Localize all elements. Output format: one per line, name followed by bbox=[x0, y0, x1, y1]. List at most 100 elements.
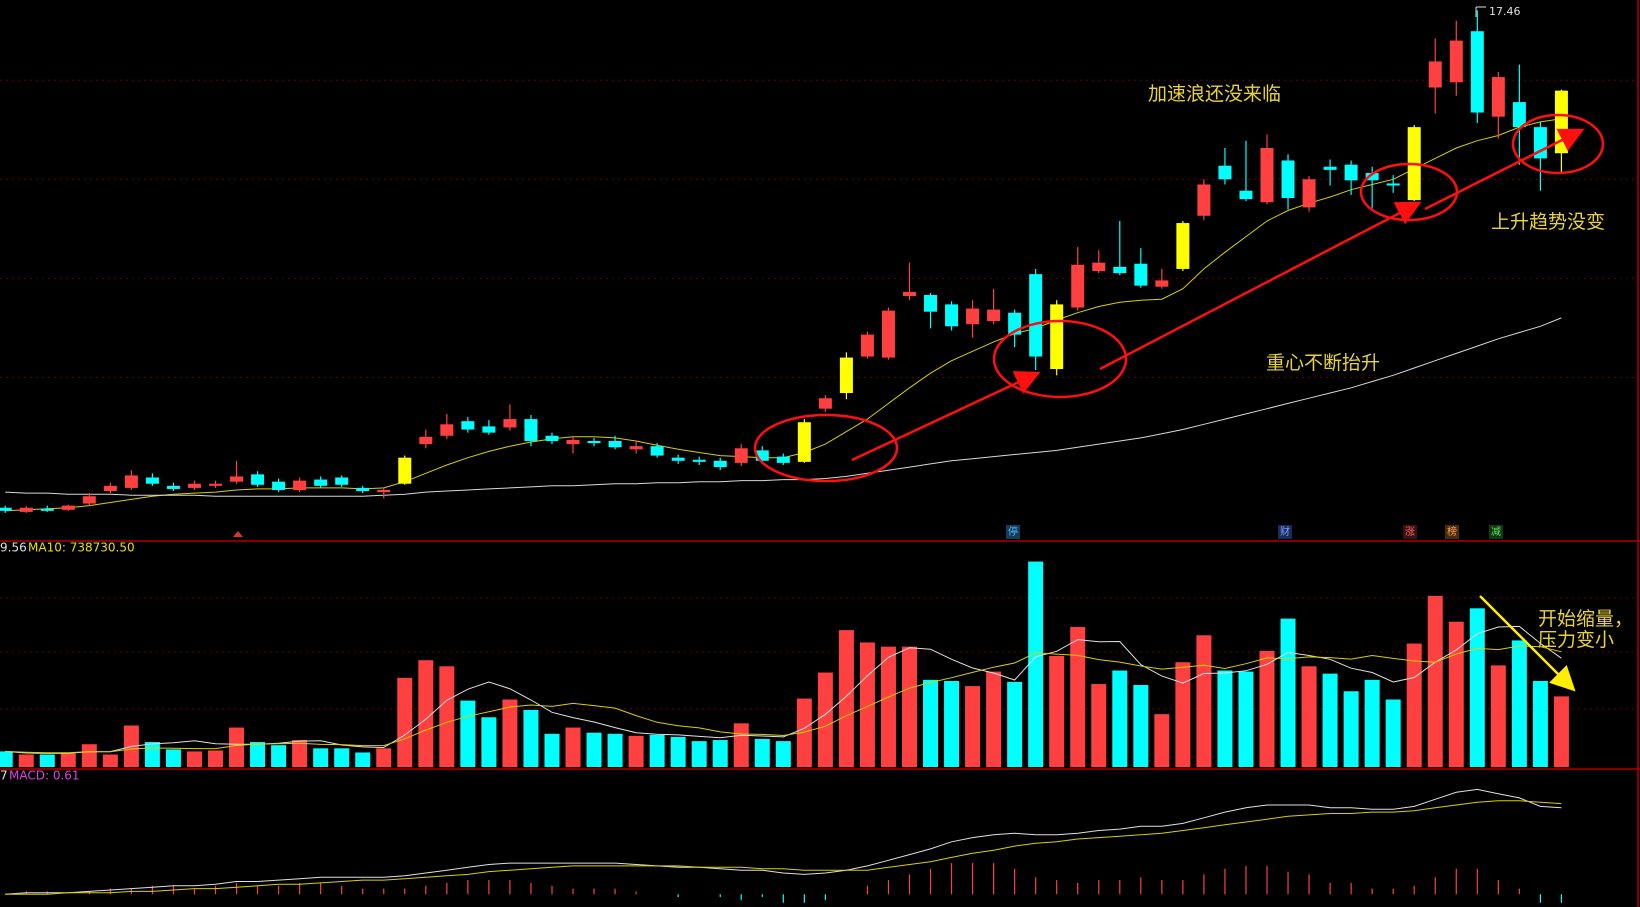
volume-bar bbox=[1385, 699, 1401, 767]
candle-body bbox=[482, 426, 496, 433]
volume-bar bbox=[186, 751, 202, 767]
candle-body bbox=[314, 479, 328, 486]
candle-body bbox=[902, 291, 916, 297]
candle-body bbox=[272, 481, 286, 490]
candle-body bbox=[0, 507, 12, 511]
volume-bar bbox=[859, 642, 875, 767]
event-marker bbox=[1489, 525, 1503, 539]
volume-bar bbox=[1469, 608, 1485, 767]
volume-bar bbox=[144, 742, 160, 767]
candle-body bbox=[1113, 266, 1127, 274]
candle-body bbox=[440, 424, 454, 436]
volume-bar bbox=[1007, 681, 1023, 767]
trend-arrow bbox=[1099, 201, 1422, 371]
volume-bar bbox=[502, 699, 518, 767]
macd-value-header: MACD: 0.61 bbox=[9, 769, 80, 783]
candle-body bbox=[82, 496, 96, 504]
trend-arrow bbox=[1424, 128, 1585, 211]
candle-body bbox=[608, 440, 622, 448]
volume-bar bbox=[376, 748, 392, 767]
candle-body bbox=[1449, 40, 1463, 83]
ma-line bbox=[5, 800, 1562, 895]
volume-bar bbox=[649, 734, 665, 767]
macd-header: 7 bbox=[0, 769, 8, 783]
ma-line bbox=[5, 317, 1562, 497]
candle-body bbox=[1197, 184, 1211, 216]
event-marker bbox=[1278, 525, 1292, 539]
volume-bar bbox=[1154, 714, 1170, 767]
volume-bar bbox=[0, 751, 13, 767]
ma-line bbox=[5, 645, 1562, 754]
volume-bar bbox=[796, 698, 812, 767]
volume-bar bbox=[586, 732, 602, 767]
candle-body bbox=[356, 487, 370, 492]
highlight-group bbox=[753, 113, 1605, 483]
volume-bar bbox=[460, 700, 476, 767]
volume-bar bbox=[418, 660, 434, 767]
candle-body bbox=[1344, 164, 1358, 181]
trend-arrow bbox=[851, 371, 1041, 462]
candle-body bbox=[860, 334, 874, 357]
volume-bar bbox=[1406, 643, 1422, 767]
candle-body bbox=[187, 483, 201, 488]
volume-bar bbox=[607, 733, 623, 767]
candle-body bbox=[1365, 173, 1379, 181]
candle-body bbox=[1386, 183, 1400, 186]
volume-bar bbox=[1553, 696, 1569, 767]
event-label: 减 bbox=[1491, 526, 1501, 538]
volume-bar bbox=[1490, 665, 1506, 767]
candle-body bbox=[1281, 160, 1295, 199]
candle-body bbox=[398, 457, 412, 484]
annotation: 重心不断抬升 bbox=[1266, 352, 1380, 374]
candle-body bbox=[1134, 263, 1148, 286]
volume-bar bbox=[1196, 635, 1212, 767]
volume-bar bbox=[1448, 621, 1464, 767]
volume-bar bbox=[355, 752, 371, 767]
volume-bar bbox=[1280, 618, 1296, 767]
candle-body bbox=[734, 448, 748, 463]
max-label: 17.46 bbox=[1489, 5, 1521, 18]
volume-bar bbox=[1343, 691, 1359, 767]
volume-bar bbox=[838, 630, 854, 767]
volume-bar bbox=[1238, 671, 1254, 767]
volume-bar bbox=[1427, 595, 1443, 767]
candle-body bbox=[1176, 223, 1190, 269]
candle-body bbox=[650, 446, 664, 456]
volume-bar bbox=[102, 754, 118, 767]
candle-body bbox=[566, 439, 580, 445]
candle-body bbox=[1491, 77, 1505, 117]
candle-body bbox=[1260, 147, 1274, 203]
candle-body bbox=[1071, 264, 1085, 308]
candle-body bbox=[1302, 179, 1316, 208]
volume-bar bbox=[880, 646, 896, 767]
highlight-ellipse bbox=[1511, 113, 1605, 175]
candle-body bbox=[1428, 61, 1442, 88]
volume-bar bbox=[775, 741, 791, 767]
candle-body bbox=[524, 419, 538, 441]
volume-arrow bbox=[1479, 595, 1576, 692]
volume-bar bbox=[313, 748, 329, 767]
ma-line bbox=[5, 788, 1562, 895]
candle-body bbox=[1470, 31, 1484, 113]
volume-ma-header: MA10: 738730.50 bbox=[28, 541, 135, 555]
volume-bar bbox=[986, 671, 1002, 767]
candle-body bbox=[797, 422, 811, 462]
candle-body bbox=[1512, 102, 1526, 128]
volume-header: 9.56 bbox=[0, 541, 27, 555]
candle-body bbox=[1029, 274, 1043, 357]
candle-body bbox=[839, 357, 853, 394]
annotation: 加速浪还没来临 bbox=[1148, 83, 1281, 105]
event-marker bbox=[1403, 525, 1417, 539]
candle-body bbox=[209, 483, 222, 486]
candle-body bbox=[335, 477, 349, 485]
event-label: 停 bbox=[1008, 525, 1018, 538]
candle-body bbox=[503, 419, 517, 428]
candle-body bbox=[671, 457, 685, 461]
candle-body bbox=[692, 459, 706, 462]
candle-body bbox=[124, 475, 138, 488]
event-marker bbox=[233, 531, 243, 537]
highlight-ellipse bbox=[992, 319, 1128, 399]
volume-bar bbox=[481, 717, 497, 767]
annotation: 上升趋势没变 bbox=[1491, 211, 1605, 233]
volume-bar bbox=[1301, 666, 1317, 767]
